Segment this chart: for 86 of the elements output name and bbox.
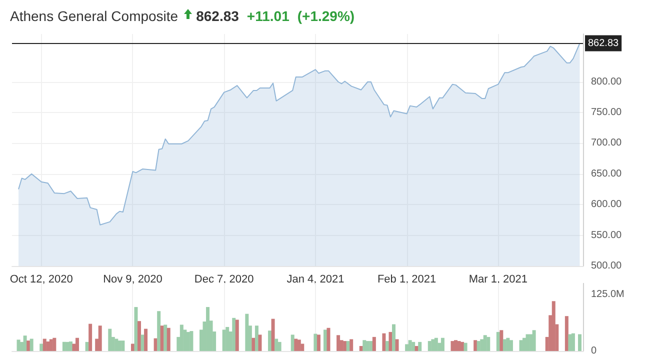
x-tick-label: Oct 12, 2020 (10, 274, 73, 286)
y-tick-label: 0 (591, 346, 597, 356)
y-tick-label: 750.00 (591, 107, 622, 118)
bar (388, 332, 392, 351)
bar (552, 301, 556, 351)
bar (271, 318, 275, 351)
bar (30, 338, 34, 351)
bar (440, 338, 444, 351)
text: +11.01 (246, 8, 290, 24)
bar (108, 328, 112, 351)
bar (23, 336, 27, 351)
bar (532, 330, 536, 351)
x-tick-label: Jan 4, 2021 (286, 274, 344, 286)
bar (343, 341, 347, 351)
bar (314, 334, 318, 351)
bar (274, 338, 278, 351)
bar (382, 333, 386, 351)
bar (326, 328, 330, 351)
bar (571, 333, 575, 351)
bar (290, 334, 294, 351)
bar (300, 344, 304, 351)
bar (144, 328, 148, 351)
bar (254, 326, 258, 351)
bar (76, 338, 80, 351)
y-tick-label: 600.00 (591, 199, 622, 210)
chart-title: Athens General Composite (10, 8, 178, 24)
bar (26, 340, 30, 351)
bar (316, 334, 320, 351)
bar (268, 330, 272, 351)
bar (232, 318, 236, 351)
y-tick-label: 500.00 (591, 260, 622, 272)
bar (509, 340, 513, 351)
bar (138, 321, 141, 351)
y-tick-label: 800.00 (591, 76, 622, 88)
bar (350, 339, 354, 351)
x-tick-label: Mar 1, 2021 (468, 274, 528, 286)
bar (405, 344, 409, 351)
bar (434, 338, 438, 351)
bar (190, 331, 194, 351)
bar (412, 342, 416, 351)
y-tick-label: 650.00 (591, 168, 622, 180)
bar (252, 338, 256, 351)
x-tick-label: Feb 1, 2021 (377, 274, 436, 286)
bar (480, 339, 484, 351)
bar (88, 324, 92, 351)
x-tick-label: Nov 9, 2020 (103, 274, 162, 286)
bar (16, 340, 20, 351)
text: (+1.29%) (297, 8, 355, 24)
x-tick-label: Dec 7, 2020 (194, 274, 254, 286)
bar (164, 324, 168, 351)
bar (568, 334, 572, 351)
y-tick-label: 700.00 (591, 138, 622, 149)
bar (278, 342, 282, 351)
bar (134, 307, 138, 351)
bar (564, 316, 568, 351)
bar (166, 328, 170, 351)
bar (474, 340, 478, 351)
bar (206, 307, 210, 351)
bar (369, 341, 373, 351)
y-tick-label: 125.0M (591, 288, 624, 300)
ref-line-label: 862.83 (588, 38, 620, 49)
bar (395, 339, 399, 351)
bar (362, 340, 366, 351)
bar (418, 342, 422, 351)
bar (392, 324, 396, 351)
text: 862.83 (196, 8, 239, 24)
bar (500, 330, 504, 351)
y-tick-label: 550.00 (591, 230, 622, 241)
bar (121, 340, 125, 351)
bar (157, 311, 161, 351)
bar (336, 335, 340, 351)
bar (98, 326, 102, 351)
bar (245, 314, 249, 351)
bar (522, 338, 526, 351)
bar (460, 342, 464, 351)
bar (464, 342, 468, 351)
bar (235, 320, 239, 351)
bar (258, 334, 262, 351)
bar (297, 340, 301, 351)
bar (372, 336, 376, 351)
bar (40, 344, 44, 351)
bar (578, 334, 582, 351)
bar (52, 338, 56, 351)
bar (294, 338, 298, 351)
bar (450, 341, 454, 351)
bar (486, 336, 490, 351)
